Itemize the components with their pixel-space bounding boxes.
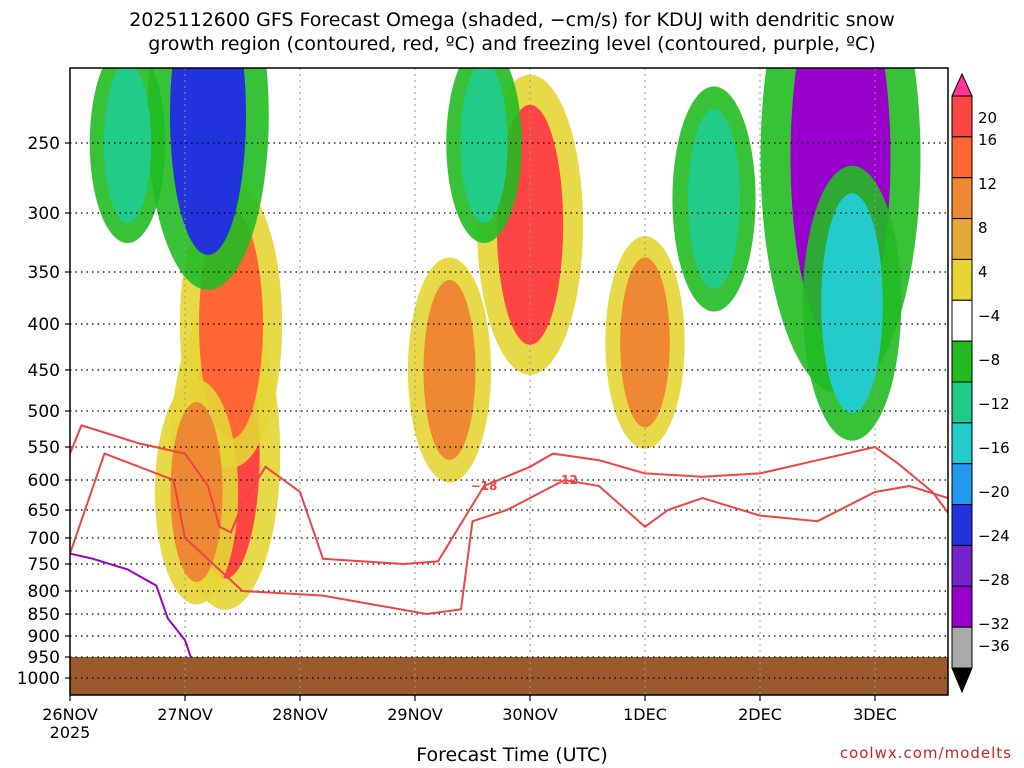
colorbar-swatch bbox=[951, 544, 973, 587]
y-tick-label: 600 bbox=[28, 471, 60, 491]
chart-title-line-1: 2025112600 GFS Forecast Omega (shaded, −… bbox=[129, 9, 895, 31]
omega-cell bbox=[103, 68, 152, 223]
contour-dendritic-lower bbox=[70, 452, 948, 616]
colorbar-swatch bbox=[951, 504, 973, 546]
colorbar-top-arrow bbox=[951, 72, 973, 97]
y-tick-label: 850 bbox=[28, 605, 60, 625]
contour-label: −12 bbox=[551, 473, 578, 487]
omega-cell bbox=[170, 68, 246, 255]
surface-terrain bbox=[70, 657, 948, 695]
x-tick-label: 2DEC bbox=[738, 705, 782, 724]
colorbar-swatch bbox=[951, 463, 973, 506]
colorbar-label: −24 bbox=[978, 527, 1010, 545]
x-year-label: 2025 bbox=[50, 723, 91, 742]
y-tick-label: 1000 bbox=[17, 669, 60, 689]
credit-text: coolwx.com/modelts bbox=[839, 744, 1012, 762]
colorbar-label: 16 bbox=[978, 131, 997, 149]
y-tick-label: 700 bbox=[28, 529, 60, 549]
x-tick-label: 27NOV bbox=[157, 705, 213, 724]
y-tick-label: 900 bbox=[28, 627, 60, 647]
x-tick-label: 30NOV bbox=[502, 705, 558, 724]
colorbar-swatch bbox=[951, 258, 973, 301]
y-tick-label: 350 bbox=[28, 263, 60, 283]
colorbar-swatch bbox=[951, 422, 973, 465]
omega-cell bbox=[688, 109, 740, 289]
omega-cell bbox=[170, 402, 223, 582]
colorbar-label: −16 bbox=[978, 439, 1010, 457]
colorbar-label: 8 bbox=[978, 219, 988, 237]
colorbar-label: −28 bbox=[978, 571, 1010, 589]
colorbar-swatch bbox=[951, 95, 973, 138]
y-tick-label: 450 bbox=[28, 361, 60, 381]
x-tick-label: 1DEC bbox=[623, 705, 667, 724]
colorbar-swatch bbox=[951, 218, 973, 260]
colorbar-label: 20 bbox=[978, 109, 997, 127]
omega-cell bbox=[620, 257, 670, 428]
y-tick-label: 550 bbox=[28, 438, 60, 458]
plot-frame bbox=[69, 67, 949, 696]
y-tick-label: 800 bbox=[28, 582, 60, 602]
chart-title-line-2: growth region (contoured, red, ºC) and f… bbox=[148, 33, 876, 55]
omega-cell bbox=[460, 68, 508, 223]
y-tick-label: 750 bbox=[28, 555, 60, 575]
colorbar-swatch bbox=[951, 340, 973, 383]
colorbar-swatch bbox=[951, 136, 973, 179]
x-tick-label: 29NOV bbox=[387, 705, 443, 724]
colorbar-label: −4 bbox=[978, 307, 1000, 325]
colorbar-swatch bbox=[951, 585, 973, 628]
colorbar-swatch bbox=[951, 626, 973, 669]
colorbar-label: −32 bbox=[978, 615, 1010, 633]
y-tick-label: 400 bbox=[28, 315, 60, 335]
y-tick-label: 300 bbox=[28, 204, 60, 224]
omega-cell bbox=[821, 193, 883, 414]
y-tick-label: 500 bbox=[28, 402, 60, 422]
x-tick-label: 26NOV bbox=[42, 705, 98, 724]
colorbar-swatch bbox=[951, 299, 973, 342]
colorbar-bottom-arrow bbox=[951, 667, 973, 694]
colorbar-swatch bbox=[951, 381, 973, 424]
contour-dendritic-upper bbox=[70, 424, 948, 566]
plot-area: −12 −18 bbox=[70, 68, 948, 695]
y-tick-label: 950 bbox=[28, 648, 60, 668]
colorbar-swatch bbox=[951, 177, 973, 220]
colorbar-label: 12 bbox=[978, 175, 997, 193]
x-axis-title: Forecast Time (UTC) bbox=[416, 744, 608, 766]
colorbar-label: 4 bbox=[978, 263, 988, 281]
x-tick-label: 28NOV bbox=[272, 705, 328, 724]
y-tick-label: 650 bbox=[28, 501, 60, 521]
x-tick-label: 3DEC bbox=[853, 705, 897, 724]
colorbar-label: −20 bbox=[978, 483, 1010, 501]
contour-freezing-level bbox=[70, 552, 192, 658]
colorbar-label: −8 bbox=[978, 351, 1000, 369]
colorbar-label: −12 bbox=[978, 395, 1010, 413]
colorbar-label: −36 bbox=[978, 637, 1010, 655]
contour-label: −18 bbox=[471, 479, 498, 493]
y-tick-label: 250 bbox=[28, 134, 60, 154]
